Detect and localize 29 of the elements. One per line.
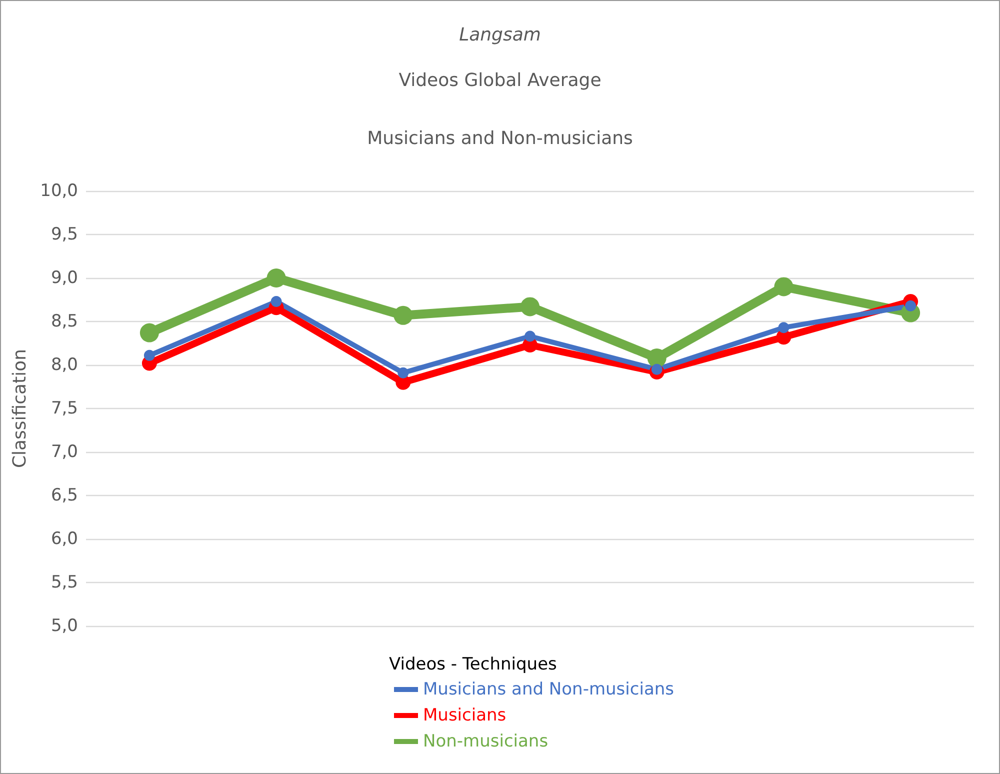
text: Videos Global Average Musicians and Non-musicians [367, 70, 633, 149]
point [270, 296, 282, 307]
y-tick-label: 5,0 [50, 616, 78, 636]
y-tick-label: 6,5 [50, 486, 78, 506]
legend-title: Videos - Techniques [389, 654, 558, 674]
point [144, 350, 155, 361]
point [774, 277, 794, 296]
legend-label: Musicians [423, 706, 506, 726]
y-tick-label: 7,0 [50, 442, 78, 462]
y-tick-label: 8,0 [50, 355, 78, 375]
y-tick-label: 7,5 [50, 398, 78, 418]
y-tick-label: 8,5 [50, 312, 78, 332]
point [647, 348, 666, 368]
point [520, 297, 540, 316]
y-tick-label: 9,5 [50, 224, 78, 244]
legend-label: Non-musicians [423, 732, 548, 752]
point [140, 323, 159, 342]
point [266, 268, 286, 288]
point [778, 322, 790, 334]
y-axis-title: Classification [10, 348, 31, 468]
y-tick-label: 10,0 [40, 181, 78, 201]
point [524, 330, 536, 342]
y-tick-label: 6,0 [50, 529, 78, 549]
point [394, 306, 413, 325]
legend-label: Musicians and Non-musicians [423, 680, 674, 700]
point [398, 367, 409, 378]
chart-title: Langsam [459, 24, 541, 46]
y-tick-label: 5,5 [50, 572, 78, 592]
y-tick-label: 9,0 [50, 268, 78, 288]
